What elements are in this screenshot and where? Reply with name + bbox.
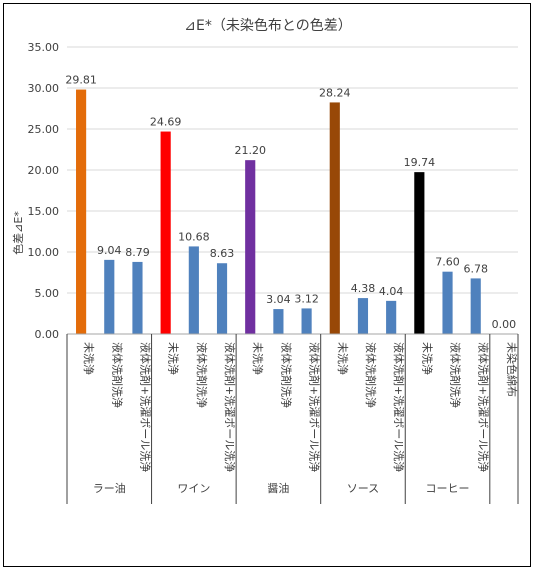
group-label: ソース (347, 482, 379, 495)
bar (216, 263, 228, 334)
group-label: 醤油 (267, 481, 289, 495)
data-label: 6.78 (463, 262, 488, 275)
data-label: 0.00 (492, 318, 517, 331)
bar (104, 259, 115, 334)
bar (357, 298, 369, 334)
data-label: 8.79 (125, 246, 150, 259)
data-label: 19.74 (404, 156, 436, 169)
bar (132, 261, 143, 334)
category-label: 液体洗剤洗浄 (449, 342, 463, 408)
data-label: 9.04 (97, 244, 122, 257)
y-tick-label: 30.00 (28, 82, 60, 95)
bar (76, 89, 87, 334)
category-label: 液体洗剤+洗濯ボール洗浄 (477, 342, 491, 472)
category-label: 液体洗剤洗浄 (364, 342, 378, 408)
category-label: 未洗浄 (336, 342, 350, 375)
y-tick-label: 0.00 (35, 328, 60, 341)
category-label: 未染色綿布 (505, 342, 519, 397)
y-tick-label: 20.00 (28, 164, 60, 177)
category-label: 液体洗剤+洗濯ボール洗浄 (392, 342, 406, 472)
category-label: 液体洗剤+洗濯ボール洗浄 (308, 342, 322, 472)
chart-title: ⊿E*（未染色布との色差） (184, 17, 351, 34)
bar (160, 131, 171, 334)
axes (66, 333, 519, 504)
bar (414, 172, 425, 334)
bar (329, 102, 340, 334)
group-label: コーヒー (426, 482, 470, 495)
group-label: ラー油 (93, 481, 126, 495)
y-tick-label: 5.00 (35, 287, 60, 300)
data-label: 3.04 (266, 293, 291, 306)
gridlines (67, 46, 518, 294)
data-label: 4.38 (351, 282, 376, 295)
y-tick-labels: 0.00 5.00 10.00 15.00 20.00 25.00 30.00 35.00 (28, 41, 60, 341)
category-label: 液体洗剤洗浄 (279, 342, 293, 408)
data-label: 8.63 (210, 247, 235, 260)
group-label: ワイン (177, 482, 210, 495)
bar (470, 278, 481, 334)
bar (188, 246, 199, 334)
category-label: 未洗浄 (251, 342, 265, 375)
chart-frame: ⊿E*（未染色布との色差） 0.00 5.00 10.00 15.00 20.00 25.… (3, 3, 531, 567)
category-label: 未洗浄 (420, 342, 434, 375)
bar-chart: ⊿E*（未染色布との色差） 0.00 5.00 10.00 15.00 20.00 25.… (11, 17, 519, 504)
data-label: 7.60 (435, 256, 460, 269)
bar (386, 300, 397, 334)
data-label: 4.04 (379, 285, 404, 298)
data-label: 24.69 (150, 116, 182, 129)
y-tick-label: 25.00 (28, 123, 60, 136)
y-tick-label: 35.00 (28, 41, 60, 54)
data-label: 3.12 (294, 292, 319, 305)
bar (442, 271, 453, 334)
bar (245, 160, 256, 334)
category-label: 液体洗剤+洗濯ボール洗浄 (138, 342, 152, 472)
data-labels: 29.81 9.04 8.79 24.69 10.688.63 21.20 3.04 3.12… (65, 74, 516, 331)
category-labels: 未洗浄 液体洗剤洗浄 液体洗剤+洗濯ボール洗浄 未洗浄 液体洗剤洗浄 液体洗剤+洗濯ボール… (82, 342, 519, 472)
data-label: 10.68 (178, 230, 210, 243)
bar (273, 309, 284, 334)
bars (76, 89, 481, 334)
bar (301, 308, 312, 334)
y-tick-label: 15.00 (28, 205, 60, 218)
category-label: 未洗浄 (167, 342, 181, 375)
category-label: 液体洗剤洗浄 (195, 342, 209, 408)
data-label: 28.24 (319, 86, 351, 99)
category-label: 液体洗剤洗浄 (110, 342, 124, 408)
y-tick-label: 10.00 (28, 246, 60, 259)
group-labels: ラー油 ワイン 醤油 ソース コーヒー (93, 481, 470, 495)
category-label: 未洗浄 (82, 342, 96, 375)
data-label: 21.20 (234, 144, 266, 157)
y-axis-label: 色差⊿E* (11, 211, 25, 255)
category-label: 液体洗剤+洗濯ボール洗浄 (223, 342, 237, 472)
data-label: 29.81 (65, 74, 97, 87)
